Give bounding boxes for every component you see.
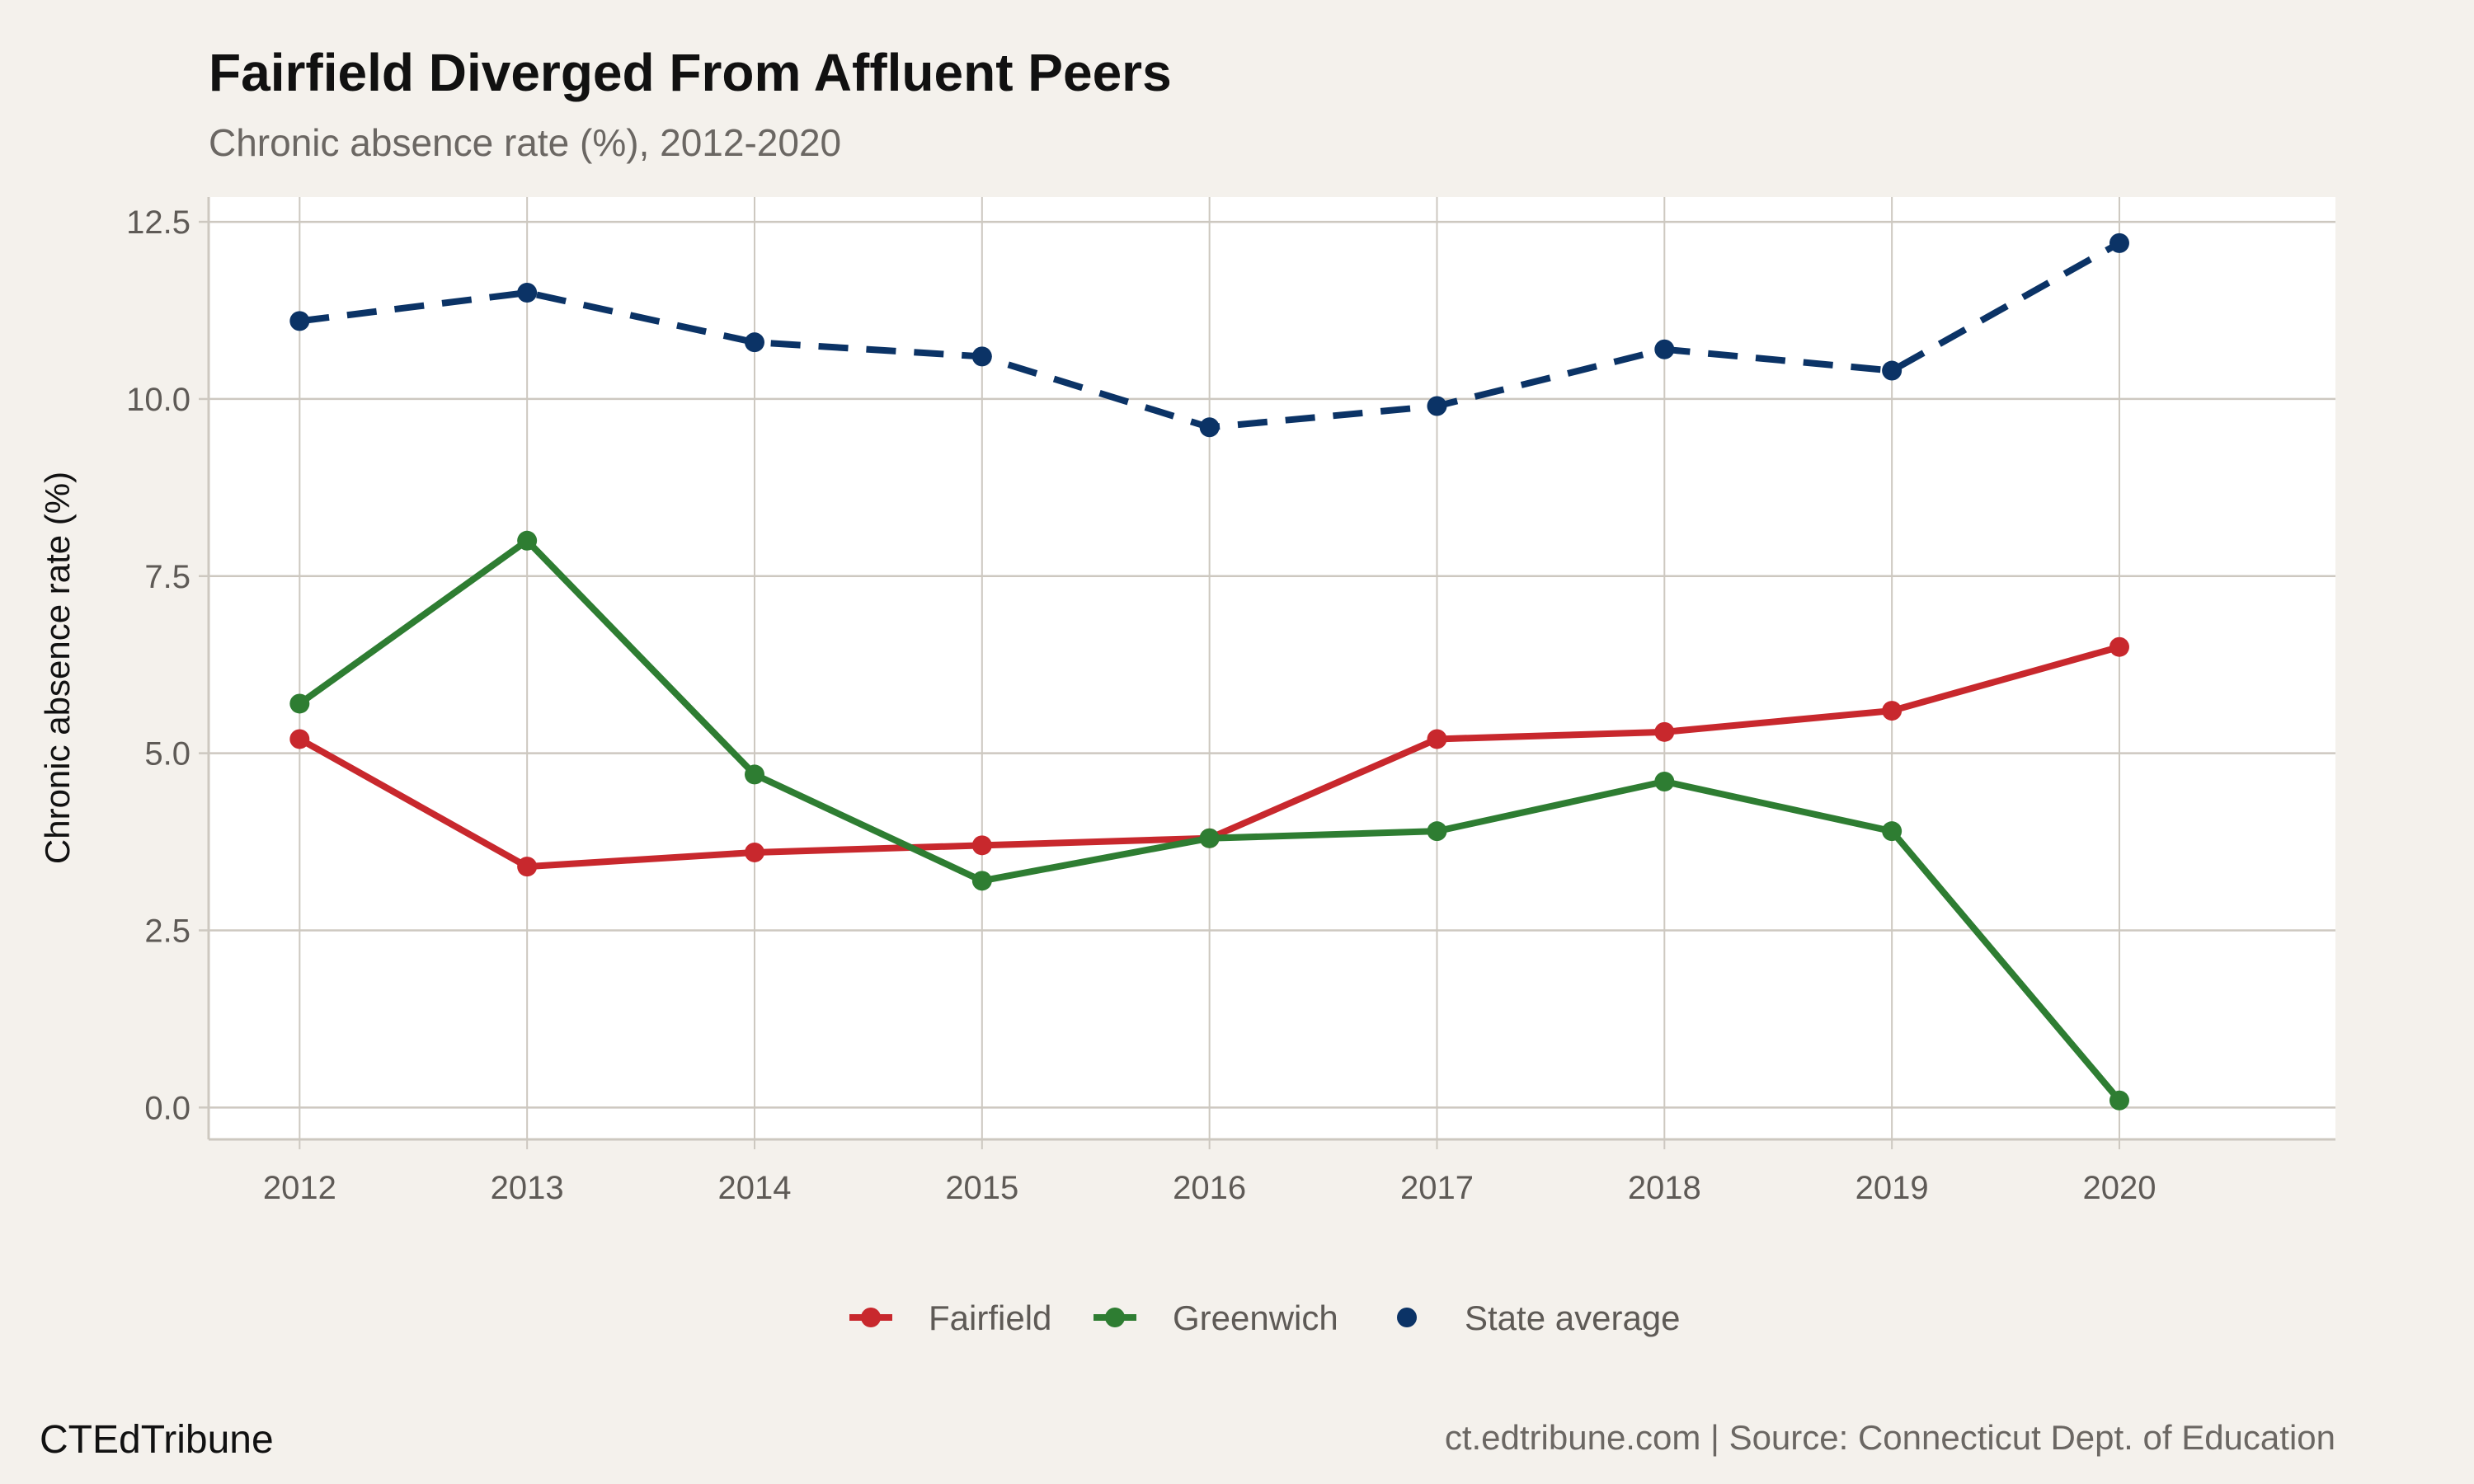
fairfield-point	[517, 857, 538, 877]
state-average-point	[289, 311, 310, 331]
brand-logo-text: CTEdTribune	[40, 1418, 274, 1462]
greenwich-point	[1654, 772, 1675, 792]
x-tick-label: 2012	[263, 1170, 336, 1206]
x-tick-label: 2016	[1173, 1170, 1246, 1206]
greenwich-point	[1882, 821, 1903, 842]
y-tick-label: 2.5	[144, 913, 190, 949]
x-tick-label: 2019	[1856, 1170, 1929, 1206]
fairfield-point	[971, 835, 992, 856]
fairfield-point	[1882, 701, 1903, 721]
state-average-point	[517, 283, 538, 303]
greenwich-point	[1199, 828, 1220, 848]
x-tick-label: 2018	[1628, 1170, 1701, 1206]
x-tick-labels: 2012 2013 2014 2015 2016 2017 2018 2019 2020	[263, 1170, 2157, 1206]
x-tick-label: 2013	[491, 1170, 564, 1206]
legend-key-point-fairfield	[861, 1308, 881, 1327]
state-average-point	[1199, 417, 1220, 438]
state-average-point	[744, 332, 764, 353]
state-average-point	[2109, 232, 2129, 253]
y-tick-label: 0.0	[144, 1090, 190, 1126]
greenwich-point	[1427, 821, 1447, 842]
legend-label-state-average: State average	[1465, 1298, 1681, 1337]
source-caption: ct.edtribune.com | Source: Connecticut D…	[1445, 1418, 2335, 1457]
legend-key-point-greenwich	[1105, 1308, 1125, 1327]
legend-label-fairfield: Fairfield	[929, 1298, 1051, 1337]
gridlines	[199, 197, 2335, 1149]
fairfield-point	[289, 729, 310, 749]
y-tick-label: 10.0	[126, 382, 190, 418]
plot-panel	[209, 197, 2335, 1139]
state-average-point	[1882, 360, 1903, 381]
x-tick-label: 2014	[717, 1170, 791, 1206]
y-axis-label: Chronic absence rate (%)	[38, 472, 77, 864]
series-layer	[289, 232, 2129, 1111]
legend-label-greenwich: Greenwich	[1173, 1298, 1338, 1337]
greenwich-point	[517, 530, 538, 551]
y-tick-label: 5.0	[144, 736, 190, 773]
legend: Fairfield Greenwich State average	[849, 1298, 1681, 1337]
chart-subtitle: Chronic absence rate (%), 2012-2020	[209, 121, 841, 164]
fairfield-point	[1427, 729, 1447, 749]
fairfield-point	[2109, 636, 2129, 657]
x-tick-label: 2017	[1400, 1170, 1474, 1206]
legend-key-point-state-average	[1397, 1308, 1417, 1327]
greenwich-point	[2109, 1090, 2129, 1111]
chart-title: Fairfield Diverged From Affluent Peers	[209, 43, 1172, 102]
x-tick-label: 2020	[2082, 1170, 2156, 1206]
y-tick-label: 7.5	[144, 559, 190, 595]
y-tick-labels: 0.0 2.5 5.0 7.5 10.0 12.5	[126, 204, 190, 1126]
state-average-point	[971, 346, 992, 367]
fairfield-point	[1654, 721, 1675, 742]
state-average-point	[1654, 339, 1675, 359]
y-tick-label: 12.5	[126, 204, 190, 241]
greenwich-point	[971, 871, 992, 891]
fairfield-point	[744, 842, 764, 862]
greenwich-point	[744, 764, 764, 785]
state-average-point	[1427, 396, 1447, 416]
greenwich-point	[289, 693, 310, 714]
x-tick-label: 2015	[945, 1170, 1018, 1206]
